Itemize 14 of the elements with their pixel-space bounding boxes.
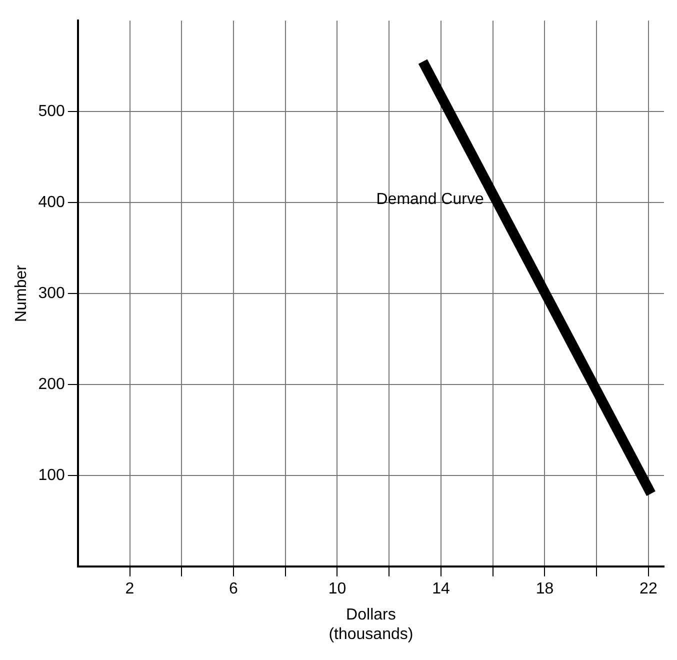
y-axis-title: Number — [13, 264, 30, 322]
y-tick-label: 100 — [38, 466, 65, 484]
y-tick-label: 200 — [38, 376, 65, 393]
y-tick-label: 400 — [38, 194, 65, 211]
series-label: Demand Curve — [376, 191, 484, 208]
x-tick-label: 2 — [125, 580, 134, 598]
y-tick-label: 300 — [38, 284, 65, 302]
x-tick-label: 18 — [536, 580, 554, 598]
y-tick-label: 500 — [38, 102, 65, 120]
x-tick-label: 22 — [640, 580, 658, 598]
x-tick-label: 6 — [229, 580, 238, 598]
x-tick-label: 10 — [328, 580, 346, 598]
x-tick-label: 14 — [432, 580, 450, 598]
x-axis-title: Dollars (thousands) — [328, 606, 414, 643]
